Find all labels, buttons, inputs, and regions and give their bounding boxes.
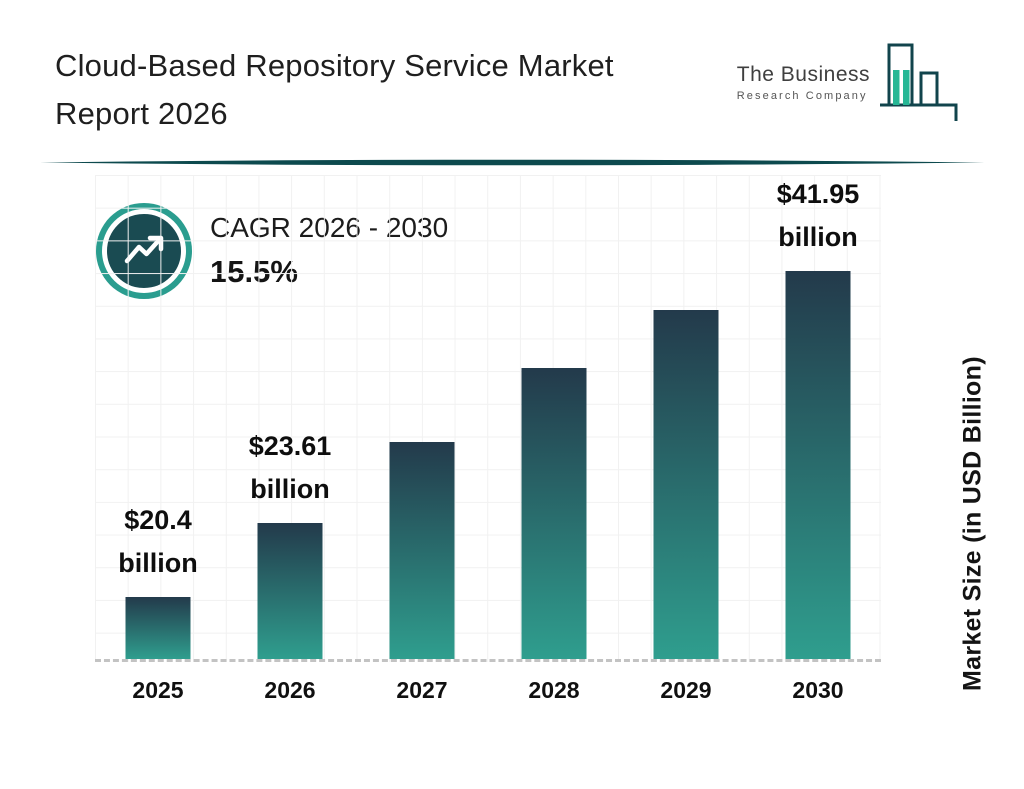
logo-bar-chart-icon [880,43,958,121]
bar-2026 [257,523,323,659]
bar-column-2026: $23.61 billion 2026 [227,175,353,703]
x-tick-2026: 2026 [264,677,316,703]
company-logo: The Business Research Company [737,42,966,122]
market-chart: CAGR 2026 - 2030 15.5% $20.4billion2025$… [0,175,1024,768]
report-page: Cloud-Based Repository Service Market Re… [0,42,1024,768]
bar-column-2028: 2028 [491,175,617,703]
x-tick-2027: 2027 [396,677,448,703]
bar-2025 [125,597,191,659]
x-tick-2029: 2029 [660,677,712,703]
value-label-2026: $23.61 billion [248,431,332,504]
x-tick-2030: 2030 [792,677,844,703]
bar-2030 [785,271,851,659]
page-title-line1: Cloud-Based Repository Service Market [55,48,614,83]
x-tick-2028: 2028 [528,677,580,703]
bar-column-2025: $20.4 billion 2025 [95,175,221,703]
value-label-2030: $41.95 billion [776,179,860,252]
bar-column-2029: 2029 [623,175,749,703]
bar-column-2027: 2027 [359,175,485,703]
x-tick-2025: 2025 [132,677,184,703]
logo-name: The Business [736,62,870,86]
page-title-line2: Report 2026 [55,96,228,131]
bar-2029 [653,310,719,659]
company-logo-text: The Business Research Company [737,63,870,102]
logo-subtitle: Research Company [736,89,868,102]
page-title: Cloud-Based Repository Service Market Re… [55,42,614,138]
y-axis-label: Market Size (in USD Billion) [958,356,987,692]
bar-column-2030: $41.95 billion 2030 [755,175,881,703]
bar-2027 [389,442,455,659]
bar-plot: $20.4 billion 2025 $23.61 billion 2026 2027 202… [95,175,881,703]
value-label-2025: $20.4 billion [118,505,198,578]
header-divider [40,159,985,166]
bar-2028 [521,368,587,659]
